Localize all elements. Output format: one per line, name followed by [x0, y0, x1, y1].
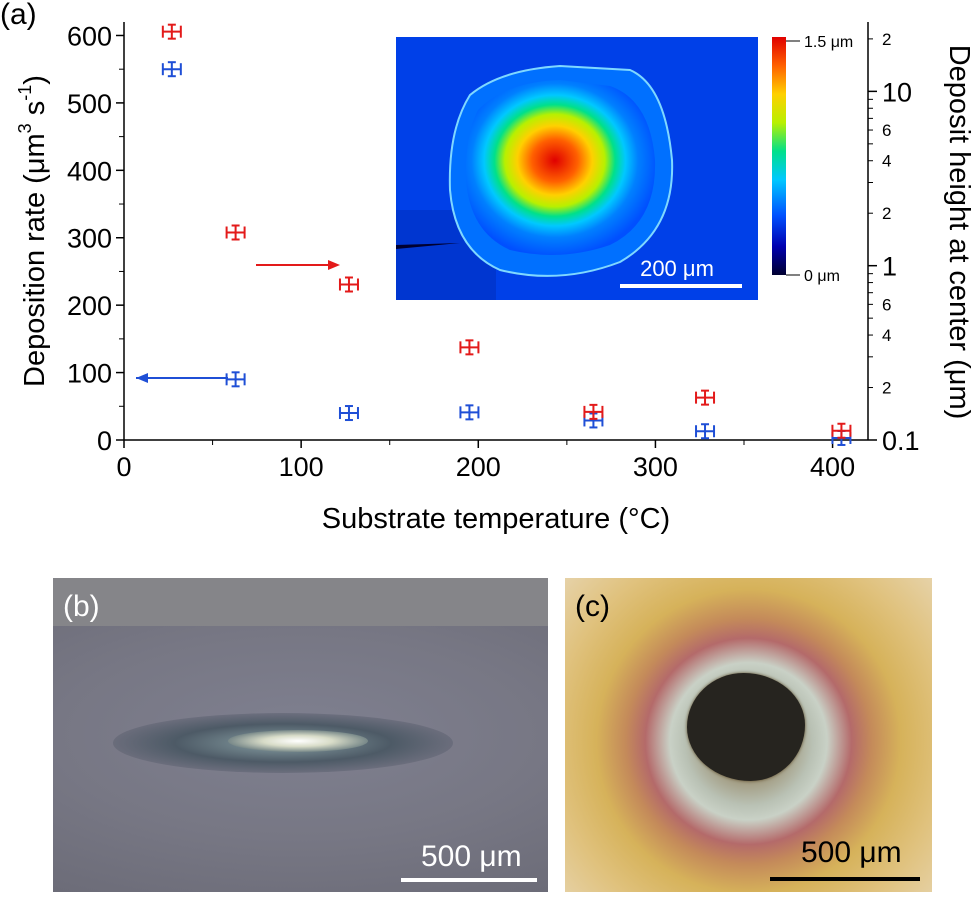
- chart-panel-a: 1.5 μm 0 μm 200 μm 0 100 200 300 400 0 100 200…: [15, 21, 975, 535]
- y-left-tick-label: 600: [67, 21, 112, 51]
- y-right-minor-label: 2: [882, 379, 891, 398]
- inset-scalebar-label: 200 μm: [640, 256, 714, 281]
- colorbar-max-label: 1.5 μm: [804, 34, 853, 51]
- colorbar-min-label: 0 μm: [804, 268, 840, 285]
- left-axis-arrow: [136, 373, 228, 383]
- x-tick-label: 100: [279, 452, 324, 482]
- y-right-minor-label: 4: [882, 326, 891, 345]
- red-data-point: [695, 389, 716, 406]
- panel-c-scalebar: [770, 877, 920, 881]
- panel-b-scalebar: [401, 878, 537, 882]
- red-data-point: [338, 276, 359, 293]
- y-right-tick-label: 10: [882, 77, 912, 107]
- x-axis-label: Substrate temperature (°C): [322, 503, 670, 535]
- inset-colorbar: 1.5 μm 0 μm: [772, 34, 853, 285]
- y-left-tick-label: 0: [97, 426, 112, 456]
- blue-data-point: [695, 423, 716, 440]
- y-right-minor-label: 6: [882, 295, 891, 314]
- y-left-tick-label: 300: [67, 224, 112, 254]
- data-points: [161, 23, 852, 446]
- y-left-axis-label: Deposition rate (μm3 s-1): [15, 75, 51, 387]
- y-right-minor-label: 2: [882, 30, 891, 49]
- x-tick-label: 300: [633, 452, 678, 482]
- x-tick-label: 0: [116, 452, 131, 482]
- y-right-axis-label: Deposit height at center (μm): [943, 45, 975, 420]
- x-axis-ticks: 0 100 200 300 400: [116, 440, 855, 482]
- panel-b-scalebar-label: 500 μm: [421, 840, 522, 873]
- red-data-point: [459, 339, 480, 356]
- blue-data-point: [225, 371, 246, 388]
- panel-b-photo: (b) 500 μm: [53, 578, 548, 892]
- red-data-point: [583, 403, 604, 420]
- red-data-point: [225, 224, 246, 241]
- x-tick-label: 200: [456, 452, 501, 482]
- blue-data-point: [338, 405, 359, 422]
- y-left-tick-label: 400: [67, 156, 112, 186]
- panel-c-scalebar-label: 500 μm: [801, 836, 902, 869]
- inset-heatmap: [396, 37, 758, 300]
- y-left-tick-label: 100: [67, 359, 112, 389]
- x-tick-label: 400: [810, 452, 855, 482]
- red-data-point: [831, 422, 852, 439]
- panel-b-label: (b): [63, 590, 100, 623]
- red-data-point: [161, 23, 182, 40]
- y-left-tick-label: 500: [67, 89, 112, 119]
- panel-c-photo: (c) 500 μm: [565, 578, 932, 892]
- inset-scalebar: 200 μm: [620, 256, 742, 288]
- y-right-minor-label: 2: [882, 204, 891, 223]
- right-axis-arrow: [256, 260, 340, 270]
- y-right-minor-label: 4: [882, 152, 891, 171]
- blue-data-point: [161, 61, 182, 78]
- y-right-minor-label: 6: [882, 121, 891, 140]
- panel-c-label: (c): [575, 590, 610, 623]
- y-right-axis-ticks: 0.1 1 10 2 4 6 2 4 6 2: [868, 30, 920, 456]
- blue-data-point: [459, 404, 480, 421]
- y-right-tick-label: 0.1: [882, 426, 920, 456]
- y-left-tick-label: 200: [67, 291, 112, 321]
- y-right-tick-label: 1: [882, 252, 897, 282]
- y-left-axis-ticks: 0 100 200 300 400 500 600: [67, 21, 124, 456]
- panel-a-label: (a): [0, 0, 37, 31]
